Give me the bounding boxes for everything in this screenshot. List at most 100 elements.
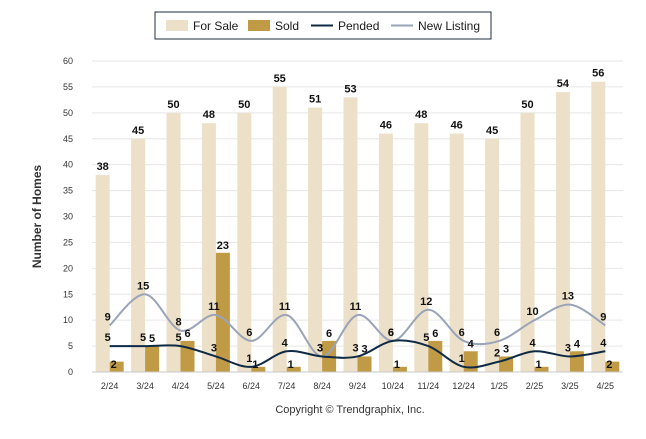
legend-label-sold: Sold [275,19,299,33]
data-label-for-sale: 38 [97,161,109,173]
y-tick-label: 20 [63,263,73,273]
x-tick-label: 12/24 [452,381,475,391]
bar-for-sale [555,92,570,372]
y-tick-label: 45 [63,134,73,144]
data-label-sold: 4 [468,338,475,350]
x-tick-label: 3/25 [561,381,579,391]
data-label-for-sale: 56 [592,68,604,80]
data-label-pended: 5 [423,332,429,344]
bar-sold [569,351,584,372]
y-tick-label: 55 [63,82,73,92]
data-label-new-listing: 6 [246,327,252,339]
data-label-sold: 2 [111,359,117,371]
data-label-pended: 3 [317,342,323,354]
bar-sold [145,346,160,372]
y-tick-label: 30 [63,212,73,222]
x-tick-label: 5/24 [207,381,225,391]
data-label-sold: 3 [503,343,509,355]
data-label-new-listing: 11 [350,301,362,313]
data-label-sold: 1 [288,359,294,371]
data-label-pended: 4 [282,337,289,349]
data-label-sold: 5 [149,333,155,345]
data-label-for-sale: 48 [203,109,215,121]
bar-for-sale [308,107,323,373]
data-label-for-sale: 45 [132,125,144,137]
bar-for-sale [272,86,287,373]
copyright-text: Copyright © Trendgraphix, Inc. [275,404,424,416]
bar-sold [215,252,230,372]
data-label-pended: 4 [600,337,607,349]
data-label-for-sale: 46 [451,120,463,132]
x-tick-label: 10/24 [382,381,405,391]
bar-sold [463,351,478,372]
data-label-new-listing: 3 [317,342,323,354]
bar-for-sale [485,138,500,372]
y-tick-label: 5 [68,341,73,351]
data-label-new-listing: 15 [137,280,149,292]
legend-label-new-listing: New Listing [418,19,480,33]
data-label-for-sale: 55 [274,73,286,85]
data-label-for-sale: 45 [486,125,498,137]
data-label-pended: 3 [565,342,571,354]
y-tick-label: 35 [63,186,73,196]
bar-for-sale [201,123,216,372]
x-tick-label: 9/24 [349,381,367,391]
data-label-pended: 1 [246,353,252,365]
data-label-new-listing: 11 [279,301,291,313]
x-tick-label: 4/24 [172,381,190,391]
line-pended [109,339,606,369]
data-label-sold: 4 [574,338,581,350]
data-labels: 3825945551550658482331150116551411516335… [97,68,613,371]
legend: For Sale Sold Pended New Listing [154,11,492,40]
y-tick-label: 15 [63,289,73,299]
x-tick-label: 11/24 [417,381,439,391]
data-label-new-listing: 12 [420,296,432,308]
data-label-pended: 1 [459,353,465,365]
bar-for-sale [449,133,464,372]
bar-for-sale [378,133,393,372]
data-label-new-listing: 9 [600,311,606,323]
data-label-pended: 6 [388,327,394,339]
bar-for-sale [520,112,535,372]
data-label-for-sale: 48 [415,109,427,121]
data-label-new-listing: 6 [494,327,500,339]
data-label-new-listing: 13 [562,291,574,303]
data-label-pended: 5 [105,332,111,344]
data-label-sold: 3 [361,343,367,355]
data-label-sold: 6 [326,328,332,340]
x-tick-label: 7/24 [278,381,296,391]
data-label-new-listing: 9 [105,311,111,323]
data-label-pended: 5 [175,332,181,344]
data-label-new-listing: 11 [208,301,220,313]
data-label-for-sale: 54 [557,78,570,90]
lines [108,293,606,369]
bar-for-sale [343,97,358,373]
x-tick-label: 2/24 [101,381,119,391]
legend-label-pended: Pended [338,19,379,33]
data-label-pended: 2 [494,348,500,360]
bar-sold [605,361,620,372]
data-label-for-sale: 50 [521,99,533,111]
data-label-new-listing: 6 [388,327,394,339]
y-tick-label: 40 [63,160,73,170]
data-label-for-sale: 50 [167,99,179,111]
bar-for-sale [95,175,110,372]
y-tick-label: 10 [63,315,73,325]
x-tick-label: 3/24 [136,381,154,391]
y-tick-label: 50 [63,108,73,118]
data-label-pended: 3 [211,342,217,354]
y-axis: 0 5 10 15 20 25 30 35 40 45 50 55 60 [63,56,73,377]
legend-label-for-sale: For Sale [193,19,239,33]
bars [95,81,620,373]
bar-sold [251,366,266,372]
data-label-pended: 4 [529,337,536,349]
bar-for-sale [131,138,146,372]
x-tick-label: 4/25 [597,381,615,391]
y-axis-label: Number of Homes [30,165,44,269]
data-label-new-listing: 8 [175,317,181,329]
y-tick-label: 25 [63,237,73,247]
y-tick-label: 0 [68,367,73,377]
data-label-for-sale: 51 [309,94,321,106]
